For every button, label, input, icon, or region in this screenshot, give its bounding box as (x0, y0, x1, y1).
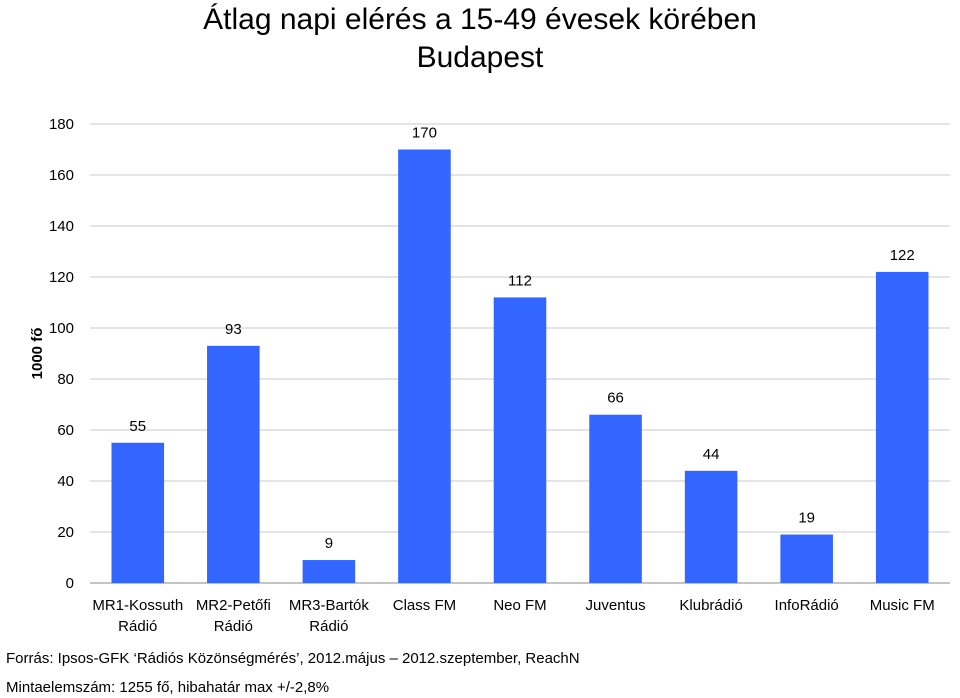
x-tick-label: InfoRádió (775, 597, 839, 614)
bar (780, 534, 833, 583)
x-tick-label: Juventus (586, 597, 646, 614)
bar (111, 442, 165, 583)
y-axis-label: 1000 fő (29, 328, 46, 380)
bar-chart: 0 20 40 60 80 100 120 140 160 180 1000 fő 55 MR1-Kos… (29, 116, 950, 635)
bar (589, 414, 642, 583)
x-tick-label: Music FM (870, 597, 935, 614)
y-tick-label: 100 (49, 320, 74, 337)
y-tick-label: 80 (57, 371, 74, 388)
x-tick-label: Neo FM (493, 597, 546, 614)
chart-subtitle: Budapest (416, 41, 544, 74)
y-tick-label: 160 (49, 167, 74, 184)
data-label: 44 (703, 446, 720, 463)
x-tick-label: MR1-Kossuth (92, 597, 183, 614)
x-tick-label: Rádió (214, 618, 253, 635)
y-tick-label: 0 (66, 575, 74, 592)
bar (302, 560, 356, 583)
data-label: 93 (225, 321, 242, 338)
y-tick-label: 60 (57, 422, 74, 439)
y-tick-label: 40 (57, 473, 74, 490)
chart-title: Átlag napi elérés a 15-49 évesek körében (203, 3, 757, 36)
y-tick-label: 20 (57, 524, 74, 541)
y-tick-label: 120 (49, 269, 74, 286)
bar (493, 297, 547, 583)
bar (684, 470, 738, 583)
data-label: 55 (129, 418, 146, 435)
y-tick-label: 140 (49, 218, 74, 235)
x-tick-label: Rádió (309, 618, 348, 635)
bar (207, 345, 260, 583)
sample-note: Mintaelemszám: 1255 fő, hibahatár max +/… (6, 679, 330, 696)
bar (398, 149, 451, 583)
data-label: 112 (508, 272, 532, 289)
y-tick-label: 180 (49, 116, 74, 133)
data-label: 122 (890, 247, 915, 264)
x-tick-label: MR3-Bartók (289, 597, 370, 614)
bar (875, 271, 929, 583)
x-tick-label: Class FM (393, 597, 456, 614)
x-tick-label: Klubrádió (679, 597, 742, 614)
data-label: 66 (607, 390, 624, 407)
x-tick-label: MR2-Petőfi (196, 597, 271, 614)
data-label: 9 (325, 535, 333, 552)
source-note: Forrás: Ipsos-GFK ‘Rádiós Közönségmérés’… (6, 650, 580, 667)
data-label: 19 (798, 510, 815, 527)
x-tick-label: Rádió (118, 618, 157, 635)
data-label: 170 (412, 125, 437, 142)
